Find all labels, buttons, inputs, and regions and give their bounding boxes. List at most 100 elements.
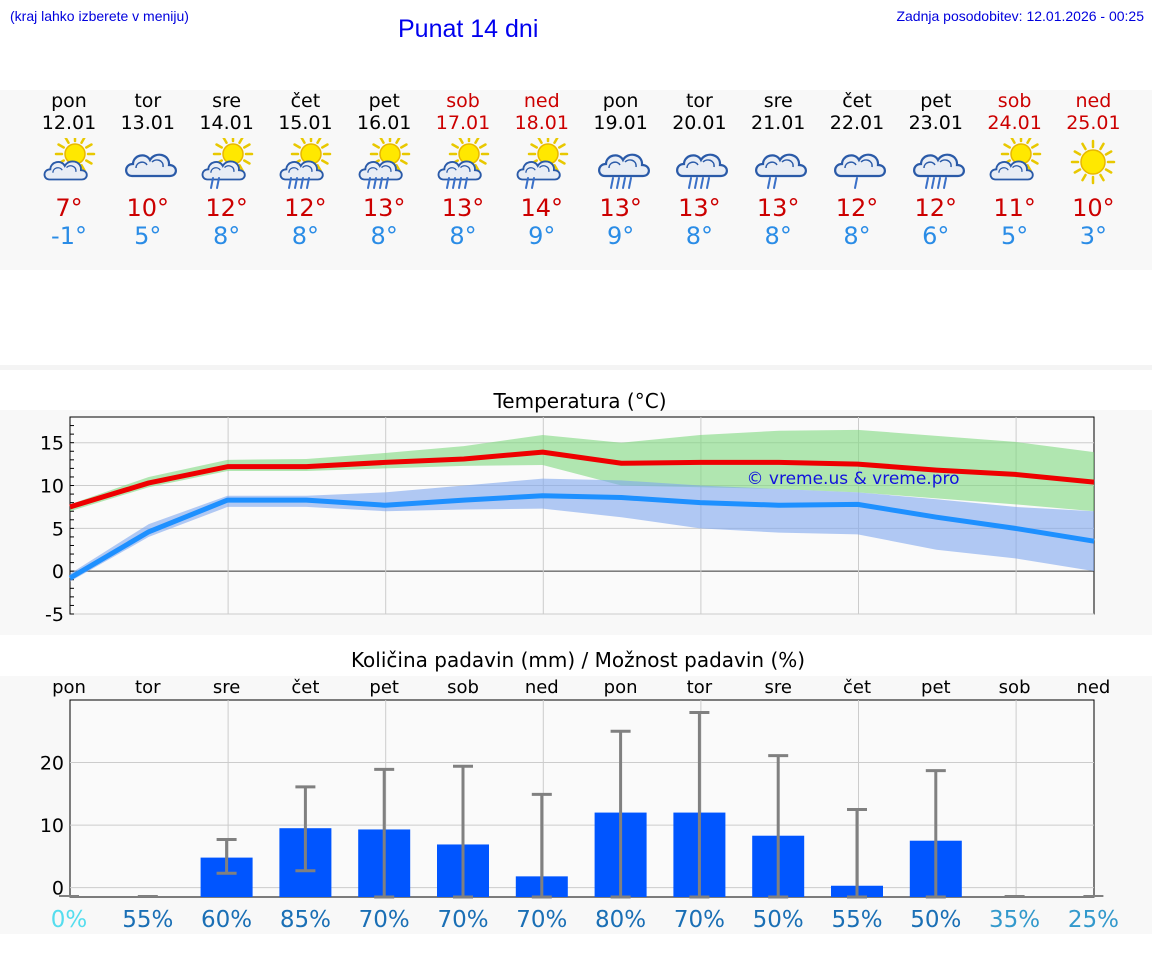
temperature-chart: Temperatura (°C) -5 0 5 10 15 © vreme.us & vre… [40,389,1095,626]
precip-probability: 60% [201,907,252,933]
precipitation-chart: Količina padavin (mm) / Možnost padavin … [40,648,1119,933]
day-date: 23.01 [908,112,963,134]
temp-min: 8° [764,222,792,250]
day-column: sob 17.01 13° 8° [424,90,502,250]
y-tick-label: 10 [40,815,64,837]
chart-title: Temperatura (°C) [492,389,666,413]
y-tick-label: 5 [52,518,64,540]
precip-probability: 25% [1068,907,1119,933]
y-tick-label: 15 [40,433,64,455]
sun-cloud-icon [989,138,1041,181]
day-date: 14.01 [199,112,254,134]
x-category-label: sre [764,677,791,698]
day-date: 24.01 [987,112,1042,134]
day-name: ned [523,90,560,112]
temp-min: 8° [685,222,714,250]
watermark: © vreme.us & vreme.pro [746,469,959,489]
sun-cloud-rain-icon [516,138,569,189]
day-column: pet 16.01 13° 8° [345,90,423,250]
day-column: sre 14.01 12° 8° [188,90,266,250]
x-category-label: sob [447,677,479,698]
day-column: pon 12.01 7° -1° [30,90,108,250]
day-name: sre [763,90,793,112]
temp-min: 8° [291,222,320,250]
day-name: tor [685,90,713,112]
sun-cloud-heavy-rain-icon [279,138,332,189]
temp-max: 12° [205,194,248,222]
day-column: tor 13.01 10° 5° [109,90,187,250]
day-column: sre 21.01 13° 8° [739,90,817,250]
sun-cloud-icon [43,138,96,181]
precip-probability: 55% [831,907,882,933]
temp-max: 10° [1072,194,1115,222]
x-category-label: pon [604,677,638,698]
day-name: pet [920,90,952,112]
day-date: 21.01 [750,112,806,134]
day-column: sob 24.01 11° 5° [976,90,1054,250]
day-name: sob [997,90,1032,112]
temp-min: 9° [528,222,556,250]
region-hint: (kraj lahko izberete v meniju) [10,8,189,24]
temp-max: 13° [441,194,485,222]
x-category-label: tor [135,677,161,698]
temp-max: 11° [993,194,1036,222]
day-date: 19.01 [593,112,648,134]
day-column: tor 20.01 13° 8° [660,90,738,250]
day-column: pet 23.01 12° 6° [897,90,975,250]
temp-min: 8° [843,222,871,250]
cloud-light-rain-icon [834,153,886,189]
day-column: čet 15.01 12° 8° [266,90,344,250]
temp-max: 12° [914,194,958,222]
max-line [69,449,1095,510]
day-column: pon 19.01 13° 9° [582,90,660,250]
temp-min: 5° [134,222,162,250]
min-line [68,493,1095,581]
temp-max: 13° [756,194,800,222]
daily-summary-band [0,90,1152,270]
day-date: 15.01 [278,112,333,134]
x-category-label: sre [213,677,240,698]
temp-min: 9° [606,222,635,250]
y-tick-label: 10 [40,476,64,498]
temp-max: 14° [520,194,564,222]
temp-min: 3° [1079,222,1108,250]
x-category-label: sob [999,677,1031,698]
temp-max: 13° [678,194,721,222]
precip-probability: 0% [51,907,88,933]
day-name: sob [446,90,480,112]
sun-cloud-rain-icon [201,138,253,189]
x-category-label: tor [687,677,713,698]
precip-probability: 80% [595,907,646,933]
x-category-label: čet [843,677,871,698]
x-category-label: pon [52,677,86,698]
precip-probability: 70% [516,907,567,933]
precip-probability: 35% [989,907,1040,933]
temp-max: 10° [126,194,170,222]
day-name: ned [1075,90,1112,112]
day-date: 20.01 [672,112,727,134]
temp-max: 13° [599,194,642,222]
y-tick-label: -5 [45,604,64,626]
x-category-label: ned [1076,677,1110,698]
temp-min: -1° [51,222,87,250]
precip-probability: 70% [437,907,488,933]
precip-probability: 55% [122,907,173,933]
day-column: ned 25.01 10° 3° [1054,90,1132,250]
precip-probability: 70% [674,907,725,933]
precip-probability: 85% [280,907,331,933]
day-date: 22.01 [829,112,885,134]
cloud-icon [124,153,177,178]
temp-max: 13° [362,194,406,222]
precip-probability: 50% [910,907,961,933]
temp-min: 6° [922,222,950,250]
day-name: pon [51,90,87,112]
day-column: ned 18.01 14° 9° [503,90,581,250]
cloud-rain-icon [755,153,808,189]
max-band [70,429,1094,512]
sun-cloud-heavy-rain-icon [437,138,490,189]
x-category-label: čet [291,677,319,698]
day-date: 16.01 [356,112,412,134]
day-name: čet [290,90,321,112]
x-category-label: ned [525,677,559,698]
cloud-heavy-rain-icon [912,153,965,189]
